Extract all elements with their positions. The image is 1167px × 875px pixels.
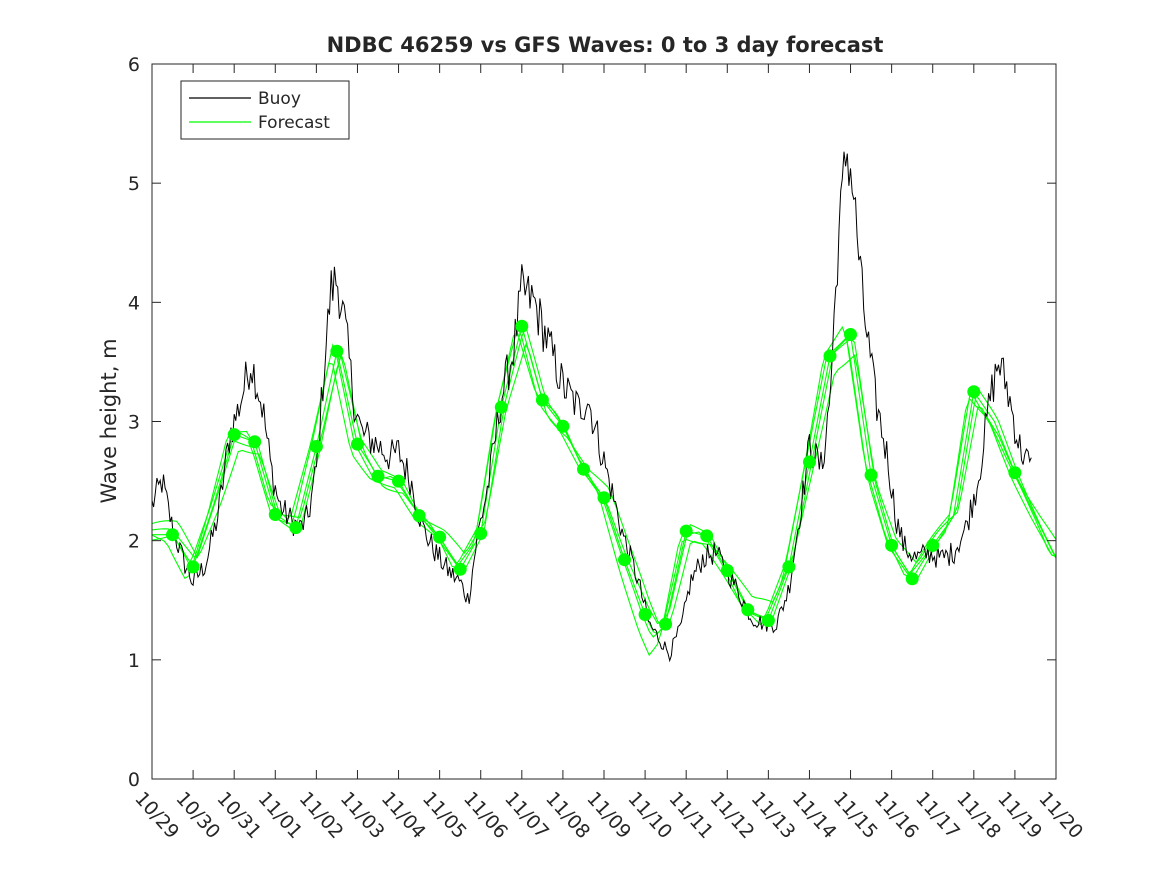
y-axis-label: Wave height, m	[97, 338, 121, 503]
forecast-marker	[289, 521, 303, 535]
forecast-marker	[700, 529, 714, 543]
y-tick-label: 0	[128, 769, 140, 791]
forecast-marker	[186, 560, 200, 574]
forecast-marker	[227, 428, 241, 442]
legend: Buoy Forecast	[180, 80, 350, 140]
y-tick-label: 5	[128, 173, 140, 195]
forecast-marker	[741, 603, 755, 617]
forecast-marker	[926, 538, 940, 552]
forecast-marker	[556, 419, 570, 433]
forecast-marker	[453, 562, 467, 576]
forecast-marker	[248, 435, 262, 449]
forecast-marker	[679, 524, 693, 538]
plot-area	[152, 151, 1056, 663]
forecast-marker	[535, 393, 549, 407]
legend-label-forecast: Forecast	[258, 113, 330, 133]
forecast-marker	[844, 328, 857, 341]
forecast-line-5	[152, 342, 1056, 628]
forecast-marker	[371, 469, 385, 483]
y-tick-label: 3	[128, 412, 140, 434]
forecast-marker	[166, 528, 179, 542]
forecast-marker	[577, 462, 590, 476]
forecast-marker	[659, 617, 673, 631]
chart-title: NDBC 46259 vs GFS Waves: 0 to 3 day fore…	[327, 33, 884, 57]
forecast-marker	[1008, 466, 1022, 480]
forecast-marker	[864, 468, 878, 482]
y-tick-label: 1	[128, 650, 140, 672]
forecast-marker	[515, 319, 529, 333]
forecast-marker	[494, 400, 508, 414]
forecast-marker	[823, 349, 837, 363]
forecast-marker	[782, 560, 796, 574]
y-tick-label: 6	[128, 54, 140, 76]
forecast-marker	[967, 385, 981, 399]
forecast-marker	[618, 553, 631, 567]
forecast-marker	[597, 491, 611, 505]
forecast-marker	[351, 437, 364, 451]
forecast-marker	[433, 530, 447, 544]
forecast-marker	[638, 608, 652, 621]
y-tick-label: 4	[128, 292, 140, 314]
y-tick-label: 2	[128, 531, 140, 553]
forecast-line-4	[152, 325, 1056, 657]
legend-box	[180, 80, 350, 140]
forecast-marker	[309, 440, 323, 453]
forecast-marker	[474, 527, 488, 540]
forecast-marker	[268, 508, 282, 521]
forecast-marker	[803, 455, 816, 469]
forecast-marker	[905, 572, 919, 586]
forecast-marker	[885, 538, 899, 552]
legend-label-buoy: Buoy	[258, 89, 301, 109]
forecast-marker	[392, 474, 405, 488]
forecast-marker	[412, 509, 426, 523]
forecast-marker	[761, 614, 775, 627]
forecast-marker	[330, 344, 344, 358]
forecast-marker	[720, 564, 734, 577]
